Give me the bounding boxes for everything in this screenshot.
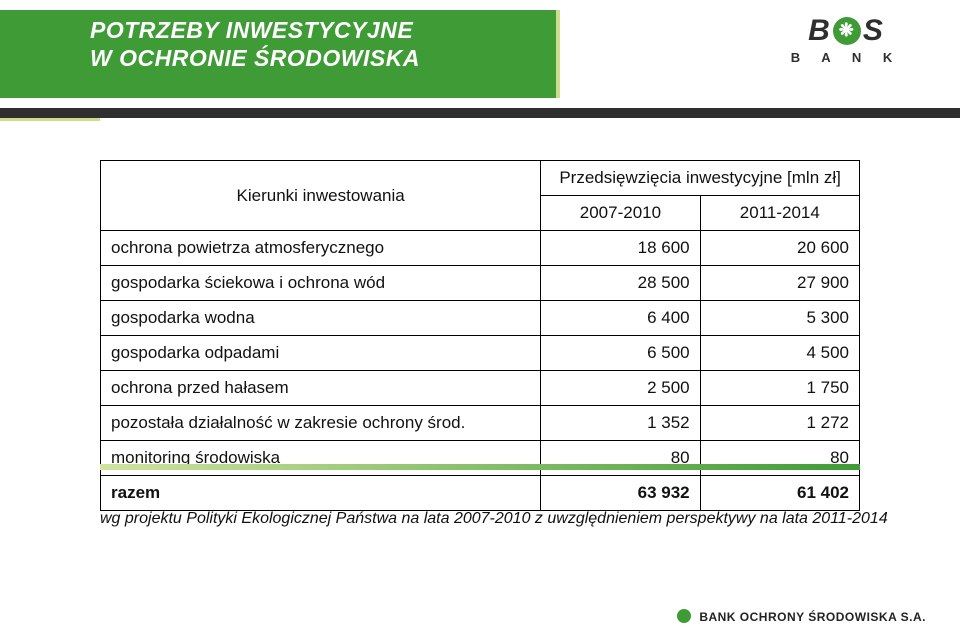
row-v2: 1 750	[700, 371, 859, 406]
th-period-1: 2007-2010	[541, 196, 700, 231]
row-v1: 18 600	[541, 231, 700, 266]
divider-dark	[0, 108, 960, 118]
logo-subtext: B A N K	[786, 50, 906, 65]
gradient-divider	[100, 464, 860, 470]
row-v2: 4 500	[700, 336, 859, 371]
row-label: ochrona przed hałasem	[101, 371, 541, 406]
title-line-2: W OCHRONIE ŚRODOWISKA	[90, 44, 420, 72]
table: Kierunki inwestowania Przedsięwzięcia in…	[100, 160, 860, 511]
logo-letter-b: B	[808, 14, 831, 48]
row-label: pozostała działalność w zakresie ochrony…	[101, 406, 541, 441]
leaf-icon	[677, 609, 691, 623]
row-label: monitoring środowiska	[101, 441, 541, 476]
brand-logo: B S B A N K	[786, 14, 906, 65]
row-label: gospodarka wodna	[101, 301, 541, 336]
table-row-total: razem 63 932 61 402	[101, 476, 860, 511]
row-v1: 6 500	[541, 336, 700, 371]
table-row: gospodarka ściekowa i ochrona wód 28 500…	[101, 266, 860, 301]
row-label: ochrona powietrza atmosferycznego	[101, 231, 541, 266]
row-v1: 6 400	[541, 301, 700, 336]
row-label: razem	[101, 476, 541, 511]
table-row: ochrona przed hałasem 2 500 1 750	[101, 371, 860, 406]
slide-title: POTRZEBY INWESTYCYJNE W OCHRONIE ŚRODOWI…	[90, 16, 420, 72]
row-v1: 1 352	[541, 406, 700, 441]
title-line-1: POTRZEBY INWESTYCYJNE	[90, 16, 420, 44]
slide: POTRZEBY INWESTYCYJNE W OCHRONIE ŚRODOWI…	[0, 0, 960, 632]
row-v1: 63 932	[541, 476, 700, 511]
row-v2: 20 600	[700, 231, 859, 266]
footer-brand: BANK OCHRONY ŚRODOWISKA S.A.	[677, 609, 926, 624]
footer-text: BANK OCHRONY ŚRODOWISKA S.A.	[699, 610, 926, 624]
row-label: gospodarka odpadami	[101, 336, 541, 371]
row-v2: 27 900	[700, 266, 859, 301]
row-v1: 2 500	[541, 371, 700, 406]
table-row: gospodarka wodna 6 400 5 300	[101, 301, 860, 336]
logo-letter-s: S	[863, 14, 884, 48]
logo-text: B S	[808, 14, 884, 48]
leaf-icon	[833, 17, 861, 45]
table-row: pozostała działalność w zakresie ochrony…	[101, 406, 860, 441]
th-period-2: 2011-2014	[700, 196, 859, 231]
investment-table: Kierunki inwestowania Przedsięwzięcia in…	[100, 160, 860, 511]
row-v2: 80	[700, 441, 859, 476]
divider-accent	[0, 118, 100, 121]
row-v2: 1 272	[700, 406, 859, 441]
row-label: gospodarka ściekowa i ochrona wód	[101, 266, 541, 301]
th-directions: Kierunki inwestowania	[101, 161, 541, 231]
table-head-row-1: Kierunki inwestowania Przedsięwzięcia in…	[101, 161, 860, 196]
row-v2: 5 300	[700, 301, 859, 336]
table-row: gospodarka odpadami 6 500 4 500	[101, 336, 860, 371]
row-v2: 61 402	[700, 476, 859, 511]
table-row: ochrona powietrza atmosferycznego 18 600…	[101, 231, 860, 266]
th-group: Przedsięwzięcia inwestycyjne [mln zł]	[541, 161, 860, 196]
row-v1: 28 500	[541, 266, 700, 301]
table-row: monitoring środowiska 80 80	[101, 441, 860, 476]
footnote: wg projektu Polityki Ekologicznej Państw…	[100, 510, 890, 528]
row-v1: 80	[541, 441, 700, 476]
